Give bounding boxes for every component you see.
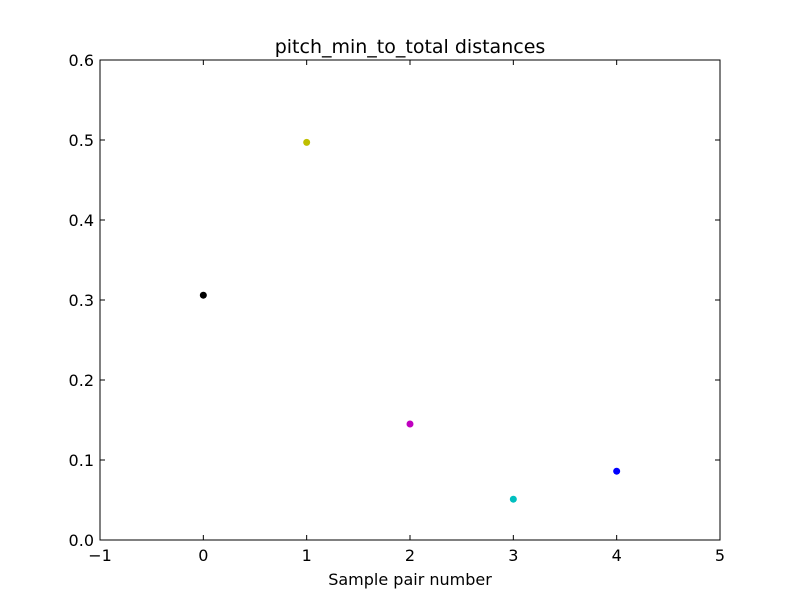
- data-point-1: [303, 138, 311, 146]
- y-tick-label: 0.6: [69, 51, 94, 70]
- x-tick-label: −1: [88, 546, 112, 565]
- axis-ticks: −1 0 1 2 3 4 5 0.0 0.1 0.2 0.3 0.4 0.5 0.6: [69, 51, 726, 565]
- chart-title: pitch_min_to_total distances: [275, 36, 546, 58]
- y-tick-label: 0.5: [69, 131, 94, 150]
- x-tick-label: 0: [198, 546, 208, 565]
- x-tick-label: 4: [612, 546, 622, 565]
- data-point-4: [613, 467, 621, 475]
- data-point-2: [406, 420, 414, 428]
- plot-area-frame: [99, 59, 721, 541]
- y-tick-label: 0.3: [69, 291, 94, 310]
- y-tick-label: 0.2: [69, 371, 94, 390]
- y-tick-label: 0.4: [69, 211, 94, 230]
- x-tick-label: 2: [405, 546, 415, 565]
- x-tick-label: 5: [715, 546, 725, 565]
- x-tick-label: 1: [302, 546, 312, 565]
- data-point-0: [199, 291, 207, 299]
- y-tick-label: 0.1: [69, 451, 94, 470]
- data-point-3: [509, 495, 517, 503]
- data-points: [199, 138, 621, 503]
- y-tick-label: 0.0: [69, 531, 94, 550]
- x-tick-label: 3: [508, 546, 518, 565]
- x-axis-label: Sample pair number: [328, 570, 492, 589]
